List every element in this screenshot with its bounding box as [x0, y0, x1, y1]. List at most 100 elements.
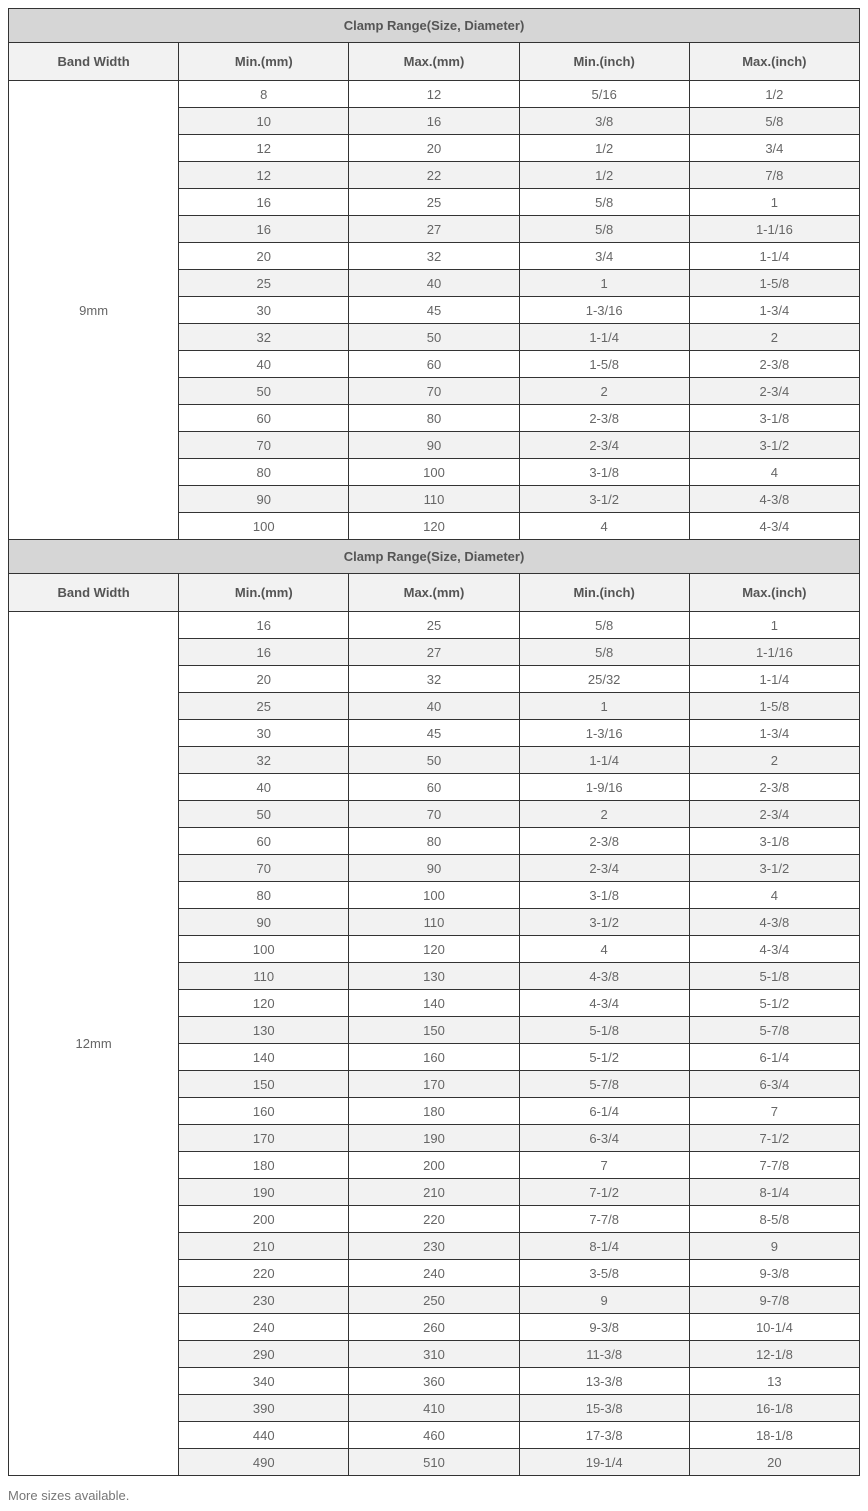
data-cell: 180 — [349, 1098, 519, 1125]
data-cell: 120 — [179, 990, 349, 1017]
data-cell: 20 — [179, 666, 349, 693]
data-cell: 1/2 — [519, 135, 689, 162]
data-cell: 240 — [349, 1260, 519, 1287]
data-cell: 60 — [179, 405, 349, 432]
data-cell: 2 — [519, 378, 689, 405]
data-cell: 3/4 — [519, 243, 689, 270]
data-cell: 2-3/4 — [519, 855, 689, 882]
data-cell: 25/32 — [519, 666, 689, 693]
data-cell: 25 — [179, 270, 349, 297]
data-cell: 510 — [349, 1449, 519, 1476]
data-cell: 200 — [349, 1152, 519, 1179]
data-cell: 5-1/8 — [689, 963, 859, 990]
data-cell: 16-1/8 — [689, 1395, 859, 1422]
column-header: Max.(mm) — [349, 43, 519, 81]
data-cell: 40 — [349, 270, 519, 297]
footer-note: More sizes available. — [8, 1488, 860, 1503]
data-cell: 3/8 — [519, 108, 689, 135]
data-cell: 1-1/4 — [689, 243, 859, 270]
data-cell: 7/8 — [689, 162, 859, 189]
data-cell: 80 — [179, 882, 349, 909]
data-cell: 170 — [349, 1071, 519, 1098]
data-cell: 16 — [179, 189, 349, 216]
data-cell: 9-3/8 — [519, 1314, 689, 1341]
data-cell: 210 — [179, 1233, 349, 1260]
data-cell: 390 — [179, 1395, 349, 1422]
data-cell: 12 — [179, 135, 349, 162]
data-cell: 110 — [349, 909, 519, 936]
data-cell: 230 — [179, 1287, 349, 1314]
data-cell: 5/16 — [519, 81, 689, 108]
table-row: 9mm8125/161/2 — [9, 81, 860, 108]
data-cell: 5/8 — [519, 639, 689, 666]
data-cell: 40 — [179, 774, 349, 801]
data-cell: 3-1/2 — [689, 432, 859, 459]
data-cell: 2-3/4 — [689, 801, 859, 828]
data-cell: 50 — [349, 747, 519, 774]
data-cell: 5-1/8 — [519, 1017, 689, 1044]
data-cell: 1-3/4 — [689, 297, 859, 324]
column-header: Min.(inch) — [519, 43, 689, 81]
data-cell: 9 — [689, 1233, 859, 1260]
data-cell: 12 — [179, 162, 349, 189]
data-cell: 8-5/8 — [689, 1206, 859, 1233]
data-cell: 220 — [179, 1260, 349, 1287]
data-cell: 4 — [519, 936, 689, 963]
data-cell: 4-3/8 — [519, 963, 689, 990]
data-cell: 4-3/8 — [689, 909, 859, 936]
data-cell: 10 — [179, 108, 349, 135]
section-title: Clamp Range(Size, Diameter) — [9, 540, 860, 574]
data-cell: 2 — [689, 747, 859, 774]
data-cell: 5/8 — [519, 189, 689, 216]
data-cell: 7-7/8 — [689, 1152, 859, 1179]
data-cell: 27 — [349, 216, 519, 243]
data-cell: 170 — [179, 1125, 349, 1152]
data-cell: 130 — [179, 1017, 349, 1044]
data-cell: 7 — [519, 1152, 689, 1179]
data-cell: 340 — [179, 1368, 349, 1395]
data-cell: 1-1/16 — [689, 639, 859, 666]
data-cell: 15-3/8 — [519, 1395, 689, 1422]
data-cell: 6-1/4 — [689, 1044, 859, 1071]
column-header: Band Width — [9, 574, 179, 612]
data-cell: 70 — [349, 378, 519, 405]
data-cell: 290 — [179, 1341, 349, 1368]
table-row: 12mm16255/81 — [9, 612, 860, 639]
data-cell: 3-5/8 — [519, 1260, 689, 1287]
data-cell: 240 — [179, 1314, 349, 1341]
column-header: Max.(inch) — [689, 43, 859, 81]
data-cell: 90 — [349, 432, 519, 459]
data-cell: 2-3/4 — [519, 432, 689, 459]
column-header: Max.(mm) — [349, 574, 519, 612]
data-cell: 6-3/4 — [689, 1071, 859, 1098]
data-cell: 1 — [689, 189, 859, 216]
data-cell: 160 — [179, 1098, 349, 1125]
data-cell: 190 — [179, 1179, 349, 1206]
data-cell: 5-7/8 — [689, 1017, 859, 1044]
data-cell: 9-7/8 — [689, 1287, 859, 1314]
data-cell: 5-1/2 — [689, 990, 859, 1017]
data-cell: 130 — [349, 963, 519, 990]
data-cell: 1-1/16 — [689, 216, 859, 243]
data-cell: 360 — [349, 1368, 519, 1395]
data-cell: 5/8 — [519, 612, 689, 639]
data-cell: 5-1/2 — [519, 1044, 689, 1071]
data-cell: 10-1/4 — [689, 1314, 859, 1341]
clamp-range-table: Clamp Range(Size, Diameter)Band Width Min… — [8, 8, 860, 1476]
data-cell: 32 — [179, 747, 349, 774]
data-cell: 260 — [349, 1314, 519, 1341]
data-cell: 50 — [179, 801, 349, 828]
data-cell: 140 — [349, 990, 519, 1017]
data-cell: 50 — [349, 324, 519, 351]
data-cell: 1-5/8 — [689, 270, 859, 297]
data-cell: 90 — [179, 909, 349, 936]
data-cell: 160 — [349, 1044, 519, 1071]
data-cell: 2-3/8 — [689, 774, 859, 801]
data-cell: 1-1/4 — [689, 666, 859, 693]
data-cell: 3-1/8 — [519, 459, 689, 486]
data-cell: 50 — [179, 378, 349, 405]
data-cell: 100 — [179, 513, 349, 540]
data-cell: 45 — [349, 297, 519, 324]
data-cell: 12 — [349, 81, 519, 108]
data-cell: 3-1/8 — [689, 405, 859, 432]
